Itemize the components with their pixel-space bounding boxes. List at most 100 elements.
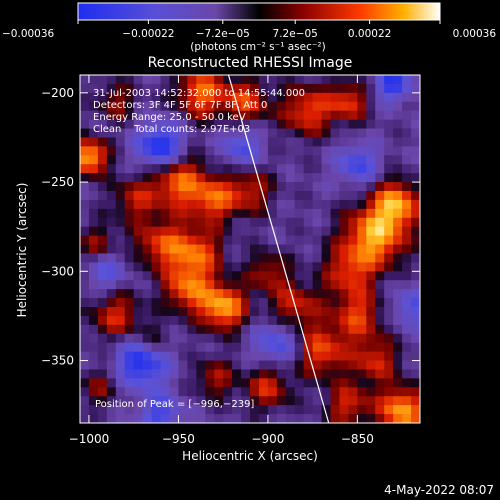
heatmap-cell (348, 333, 358, 344)
heatmap-cell (214, 360, 224, 370)
heatmap-cell (205, 244, 215, 254)
heatmap-cell (267, 164, 278, 174)
heatmap-cell (366, 164, 376, 174)
heatmap-cell (178, 244, 188, 254)
heatmap-cell (142, 101, 152, 112)
heatmap-cell (133, 360, 144, 370)
heatmap-cell (88, 396, 99, 406)
heatmap-cell (348, 369, 358, 379)
heatmap-cell (187, 405, 197, 415)
heatmap-cell (214, 199, 224, 210)
heatmap-cell (375, 414, 385, 423)
heatmap-cell (178, 110, 188, 121)
info-line-detectors: Detectors: 3F 4F 5F 6F 7F 8F, Att 0 (93, 100, 267, 111)
heatmap-cell (294, 333, 305, 344)
heatmap-cell (178, 83, 188, 94)
heatmap-cell (384, 271, 394, 281)
heatmap-cell (106, 271, 117, 281)
heatmap-cell (258, 342, 269, 353)
heatmap-cell (106, 405, 117, 415)
heatmap-cell (375, 173, 385, 183)
heatmap-cell (303, 289, 314, 299)
heatmap-cell (214, 75, 224, 85)
heatmap-cell (223, 173, 233, 183)
heatmap-cell (196, 271, 206, 281)
heatmap-cell (196, 137, 206, 147)
heatmap-cell (88, 75, 99, 85)
heatmap-cell (241, 280, 251, 290)
heatmap-cell (366, 414, 376, 423)
heatmap-cell (303, 342, 314, 353)
heatmap-cell (133, 155, 144, 165)
heatmap-cell (151, 191, 161, 201)
heatmap-cell (97, 217, 108, 228)
heatmap-cell (258, 387, 269, 397)
heatmap-cell (312, 280, 322, 290)
heatmap-cell (88, 146, 99, 156)
heatmap-cell (303, 253, 314, 263)
heatmap-cell (250, 119, 260, 129)
heatmap-cell (196, 253, 206, 263)
heatmap-cell (411, 262, 420, 272)
heatmap-cell (357, 253, 367, 263)
heatmap-cell (205, 191, 215, 201)
heatmap-cell (106, 342, 117, 353)
heatmap-cell (357, 315, 367, 326)
heatmap-cell (124, 235, 135, 245)
heatmap-cell (294, 253, 305, 263)
heatmap-cell (393, 235, 403, 245)
heatmap-cell (330, 173, 340, 183)
heatmap-cell (160, 182, 170, 192)
heatmap-cell (196, 369, 206, 379)
heatmap-cell (205, 387, 215, 397)
heatmap-cell (411, 119, 420, 129)
heatmap-cell (339, 414, 349, 423)
heatmap-cell (214, 378, 224, 388)
heatmap-cell (133, 173, 144, 183)
heatmap-cell (312, 137, 322, 147)
heatmap-cell (223, 396, 233, 406)
heatmap-cell (133, 333, 144, 344)
heatmap-cell (258, 369, 269, 379)
heatmap-cell (80, 92, 90, 103)
heatmap-cell (303, 414, 314, 423)
info-block: 31-Jul-2003 14:52:32.000 to 14:55:44.000… (93, 88, 305, 135)
heatmap-cell (124, 405, 135, 415)
heatmap-cell (258, 324, 269, 335)
heatmap-cell (80, 182, 90, 192)
heatmap-cell (124, 155, 135, 165)
heatmap-cell (285, 217, 296, 228)
heatmap-cell (330, 253, 340, 263)
heatmap-cell (402, 217, 412, 228)
heatmap-cell (330, 235, 340, 245)
heatmap-cell (393, 164, 403, 174)
heatmap-cell (402, 262, 412, 272)
heatmap-cell (258, 137, 269, 147)
heatmap-cell (169, 244, 179, 254)
heatmap-cell (97, 298, 108, 308)
heatmap-cell (384, 137, 394, 147)
heatmap-cell (258, 360, 269, 370)
colorbar-units: (photons cm⁻² s⁻¹ asec⁻²) (190, 41, 325, 53)
heatmap-cell (375, 289, 385, 299)
heatmap-cell (402, 378, 412, 388)
heatmap-cell (339, 217, 349, 228)
heatmap-cell (151, 244, 161, 254)
heatmap-cell (411, 307, 420, 317)
heatmap-cell (250, 182, 260, 192)
heatmap-cell (357, 369, 367, 379)
heatmap-cell (232, 75, 242, 85)
heatmap-cell (160, 280, 170, 290)
heatmap-cell (115, 164, 126, 174)
heatmap-cell (393, 217, 403, 228)
heatmap-cell (384, 182, 394, 192)
heatmap-cell (357, 155, 367, 165)
heatmap-cell (393, 75, 403, 85)
heatmap-cell (205, 307, 215, 317)
heatmap-cell (205, 351, 215, 361)
heatmap-cell (88, 351, 99, 361)
heatmap-cell (223, 360, 233, 370)
heatmap-cell (411, 191, 420, 201)
heatmap-cell (384, 333, 394, 344)
heatmap-cell (142, 128, 152, 138)
